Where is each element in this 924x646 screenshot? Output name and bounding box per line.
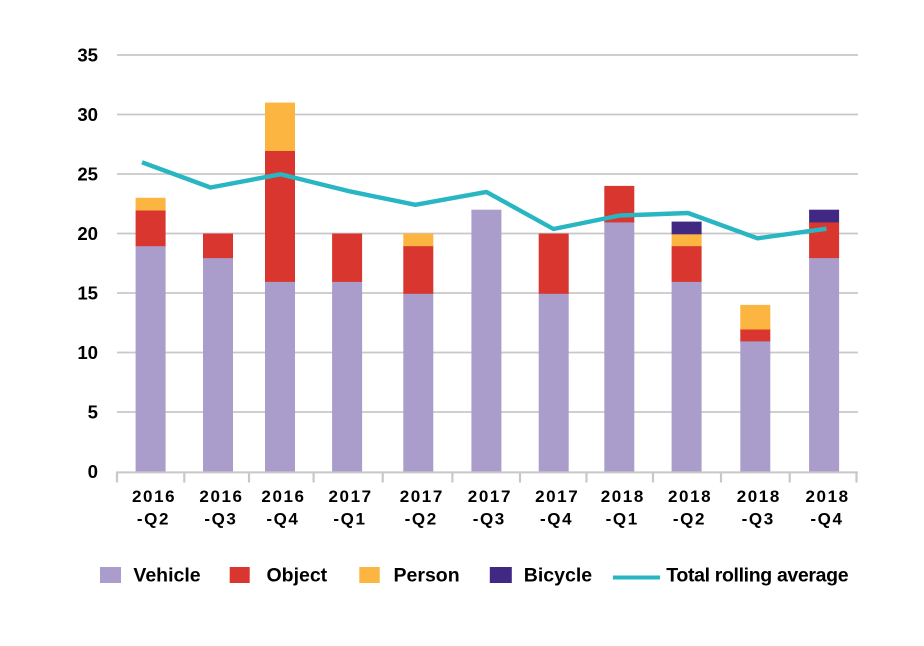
svg-text:Person: Person	[394, 564, 460, 586]
svg-text:5: 5	[88, 402, 98, 423]
svg-text:2017: 2017	[468, 487, 512, 506]
svg-text:2017: 2017	[535, 487, 579, 506]
svg-text:2018: 2018	[601, 487, 645, 506]
svg-text:2018: 2018	[805, 487, 849, 506]
svg-text:0: 0	[88, 461, 98, 482]
svg-text:2017: 2017	[400, 487, 444, 506]
svg-text:Vehicle: Vehicle	[133, 564, 200, 586]
svg-text:Object: Object	[267, 564, 328, 586]
svg-text:-Q3: -Q3	[742, 510, 775, 529]
svg-text:-Q2: -Q2	[137, 510, 170, 529]
svg-text:2016: 2016	[132, 487, 176, 506]
svg-text:-Q3: -Q3	[473, 510, 506, 529]
svg-text:2016: 2016	[261, 487, 305, 506]
svg-text:-Q4: -Q4	[810, 510, 843, 529]
svg-text:-Q1: -Q1	[333, 510, 366, 529]
svg-text:2018: 2018	[668, 487, 712, 506]
svg-text:35: 35	[77, 45, 98, 66]
svg-text:20: 20	[77, 223, 98, 244]
svg-text:2018: 2018	[737, 487, 781, 506]
svg-text:-Q3: -Q3	[204, 510, 237, 529]
svg-text:2016: 2016	[199, 487, 243, 506]
svg-text:Bicycle: Bicycle	[524, 564, 592, 586]
svg-text:-Q2: -Q2	[673, 510, 706, 529]
svg-text:-Q4: -Q4	[266, 510, 299, 529]
svg-text:2017: 2017	[328, 487, 372, 506]
svg-text:Total rolling average: Total rolling average	[666, 564, 848, 586]
svg-text:25: 25	[77, 164, 98, 185]
svg-text:-Q4: -Q4	[540, 510, 573, 529]
svg-text:-Q2: -Q2	[405, 510, 438, 529]
svg-text:30: 30	[77, 104, 98, 125]
svg-text:-Q1: -Q1	[606, 510, 639, 529]
svg-text:15: 15	[77, 283, 98, 304]
svg-text:10: 10	[77, 342, 98, 363]
